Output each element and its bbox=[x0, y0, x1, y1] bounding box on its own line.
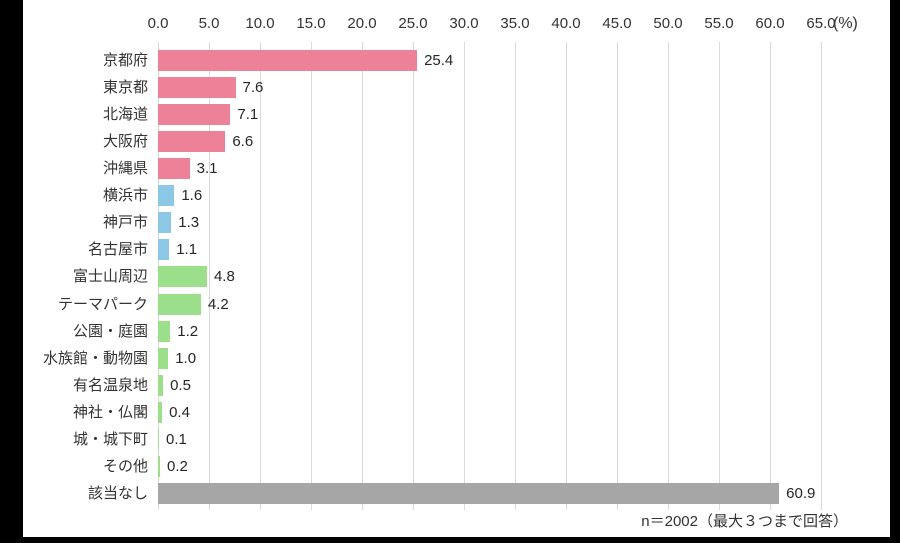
x-tick-label: 65.0 bbox=[806, 15, 836, 32]
x-tick-label: 20.0 bbox=[347, 15, 377, 32]
bar-9 bbox=[158, 266, 207, 288]
value-label: 3.1 bbox=[196, 160, 218, 178]
chart-panel bbox=[23, 0, 890, 537]
x-tick-label: 55.0 bbox=[704, 15, 734, 32]
category-label: 名古屋市 bbox=[87, 241, 148, 259]
bar-7 bbox=[158, 212, 172, 234]
category-label: 大阪府 bbox=[102, 133, 148, 151]
value-label: 1.3 bbox=[178, 214, 200, 232]
category-label: 該当なし bbox=[87, 484, 148, 502]
x-tick-label: 5.0 bbox=[198, 15, 220, 32]
gridline bbox=[821, 42, 822, 510]
bar-6 bbox=[158, 185, 175, 207]
bar-14 bbox=[158, 401, 163, 423]
gridline bbox=[362, 42, 363, 510]
gridline bbox=[464, 42, 465, 510]
gridline bbox=[260, 42, 261, 510]
category-label: 神社・仏閣 bbox=[72, 403, 148, 421]
category-label: 北海道 bbox=[102, 106, 148, 124]
gridline bbox=[566, 42, 567, 510]
category-label: 神戸市 bbox=[102, 214, 148, 232]
category-label: 横浜市 bbox=[102, 187, 148, 205]
x-tick-label: 40.0 bbox=[551, 15, 581, 32]
value-label: 1.6 bbox=[181, 187, 203, 205]
value-label: 0.4 bbox=[169, 403, 190, 421]
value-label: 25.4 bbox=[424, 52, 454, 69]
sample-size-note: n＝2002（最大３つまで回答） bbox=[641, 513, 848, 530]
value-label: 60.9 bbox=[786, 484, 816, 502]
x-tick-label: 35.0 bbox=[500, 15, 530, 32]
x-tick-label: 10.0 bbox=[245, 15, 275, 32]
gridline bbox=[311, 42, 312, 510]
value-label: 7.6 bbox=[242, 79, 264, 97]
category-label: 沖縄県 bbox=[102, 160, 148, 178]
value-label: 4.2 bbox=[207, 295, 229, 313]
bar-17 bbox=[158, 482, 780, 504]
bar-3 bbox=[158, 104, 231, 126]
category-label: 京都府 bbox=[102, 52, 148, 69]
x-tick-label: 15.0 bbox=[296, 15, 326, 32]
x-tick-label: 45.0 bbox=[602, 15, 632, 32]
category-label: 東京都 bbox=[102, 79, 148, 97]
gridline bbox=[515, 42, 516, 510]
value-label: 6.6 bbox=[232, 133, 254, 151]
x-tick-label: 50.0 bbox=[653, 15, 683, 32]
value-label: 0.5 bbox=[170, 376, 191, 394]
category-label: その他 bbox=[102, 457, 148, 475]
category-label: 有名温泉地 bbox=[72, 376, 148, 394]
bar-8 bbox=[158, 239, 170, 261]
category-label: 公園・庭園 bbox=[72, 322, 148, 340]
gridline bbox=[413, 42, 414, 510]
bar-1 bbox=[158, 50, 418, 71]
gridline bbox=[617, 42, 618, 510]
value-label: 1.1 bbox=[176, 241, 198, 259]
value-label: 1.0 bbox=[175, 349, 197, 367]
value-label: 0.2 bbox=[167, 457, 188, 475]
axis-unit-label: (%) bbox=[833, 15, 858, 32]
gridline bbox=[668, 42, 669, 510]
bar-16 bbox=[158, 455, 161, 477]
gridline bbox=[770, 42, 771, 510]
category-label: 城・城下町 bbox=[72, 430, 148, 448]
bar-5 bbox=[158, 158, 190, 180]
value-label: 0.1 bbox=[166, 430, 187, 448]
x-tick-label: 0.0 bbox=[147, 15, 169, 32]
x-tick-label: 30.0 bbox=[449, 15, 479, 32]
bar-15 bbox=[158, 428, 160, 450]
bar-11 bbox=[158, 320, 171, 342]
category-label: テーマパーク bbox=[57, 295, 148, 313]
bar-10 bbox=[158, 293, 201, 315]
bar-4 bbox=[158, 131, 226, 153]
value-label: 1.2 bbox=[177, 322, 199, 340]
gridline bbox=[719, 42, 720, 510]
bar-2 bbox=[158, 77, 236, 99]
x-tick-label: 25.0 bbox=[398, 15, 428, 32]
value-label: 4.8 bbox=[213, 268, 235, 286]
category-label: 水族館・動物園 bbox=[42, 349, 148, 367]
category-label: 富士山周辺 bbox=[72, 268, 148, 286]
gridline bbox=[209, 42, 210, 510]
bar-13 bbox=[158, 374, 164, 396]
value-label: 7.1 bbox=[237, 106, 259, 124]
bar-12 bbox=[158, 347, 169, 369]
x-tick-label: 60.0 bbox=[755, 15, 785, 32]
